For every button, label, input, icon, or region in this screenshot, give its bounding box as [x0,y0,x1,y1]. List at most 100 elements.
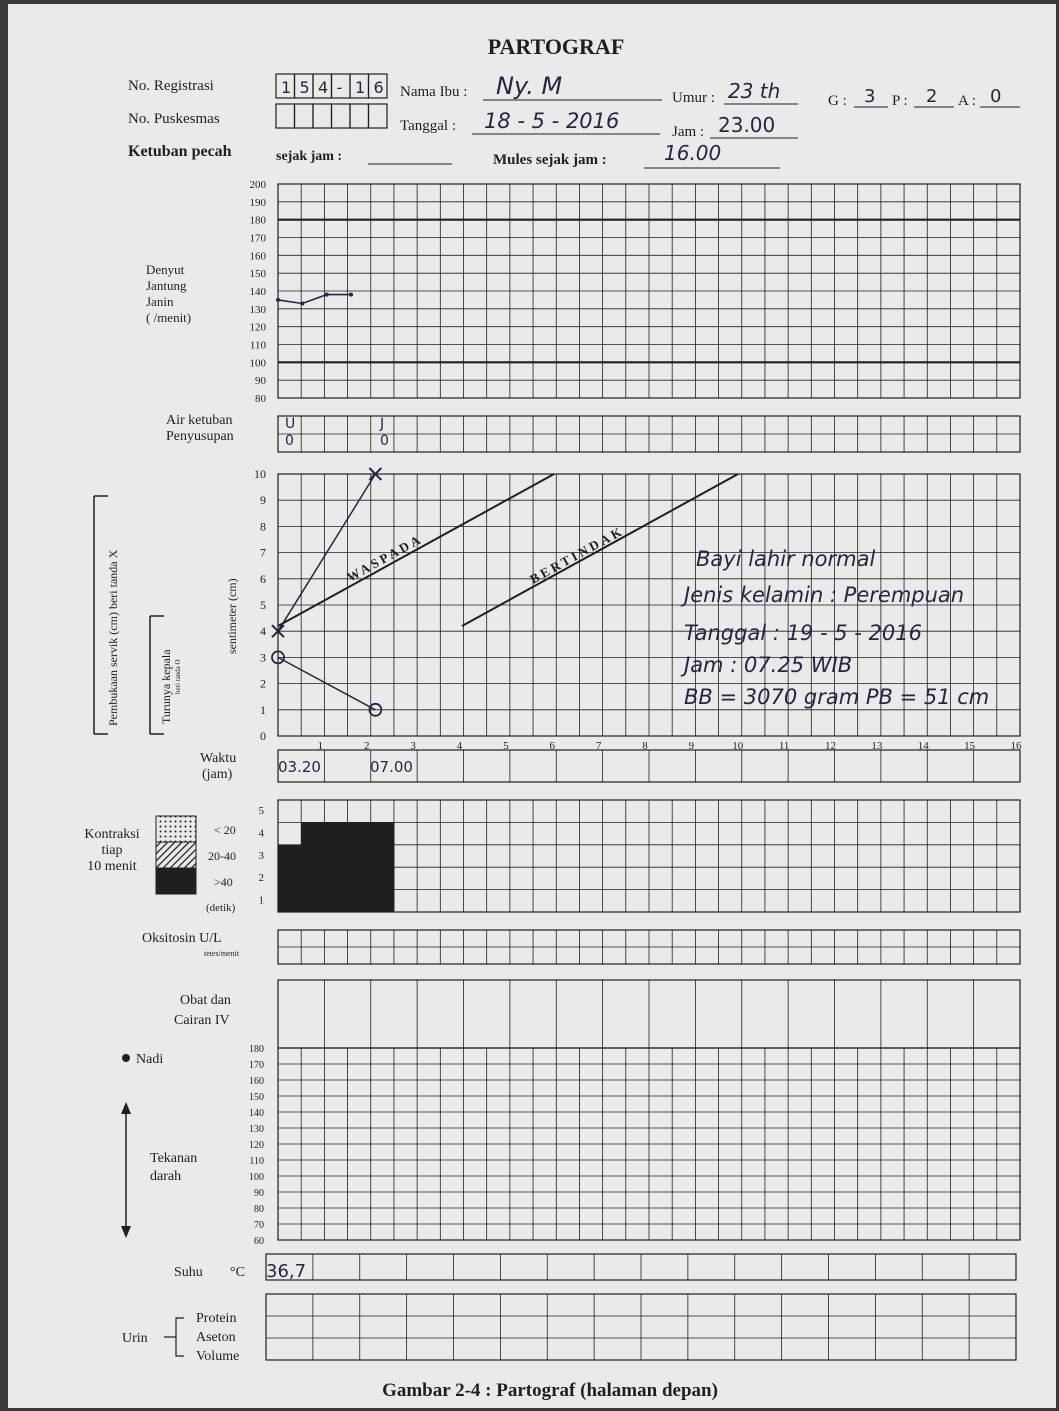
nadi-tick: 70 [254,1220,264,1231]
legend-lt20: < 20 [214,823,236,837]
kontraksi-bar [301,822,325,912]
svg-text:Bayi lahir normal: Bayi lahir normal [696,547,875,571]
svg-text:( /menit): ( /menit) [146,310,191,325]
nadi-tick: 80 [254,1204,264,1215]
nadi-tick: 160 [249,1076,264,1087]
urin-label: Urin [122,1331,148,1346]
page-title: PARTOGRAF [488,34,625,59]
legend-20-40: 20-40 [208,849,236,863]
cervix-tick: 10 [254,467,266,481]
svg-text:darah: darah [150,1169,181,1184]
hour-tick: 3 [410,740,416,752]
registrasi-char: 5 [300,78,310,97]
waktu-value-2: 07.00 [370,758,413,776]
p-value: 2 [926,86,937,107]
puskesmas-label: No. Puskesmas [128,111,220,127]
tekanan-label: Tekanan darah [150,1151,197,1184]
hour-tick: 8 [642,740,648,752]
oksitosin-label: Oksitosin U/L [142,931,222,946]
fhr-tick: 140 [250,286,267,298]
oksitosin-sub: tetes/menit [204,949,240,958]
legend-gt40: >40 [214,875,233,889]
nadi-tick: 120 [249,1140,264,1151]
kontraksi-bar [324,822,349,912]
svg-text:Penyusupan: Penyusupan [166,429,234,444]
urin-aseton: Aseton [196,1330,236,1345]
svg-text:Tanggal : 19 - 5 - 2016: Tanggal : 19 - 5 - 2016 [684,621,922,645]
fhr-grid [277,183,1021,399]
kontraksi-tick: 3 [259,850,265,862]
kontraksi-tick: 2 [259,872,265,884]
svg-text:(jam): (jam) [202,767,233,782]
obat-label: Obat dan Cairan IV [174,993,231,1028]
nadi-tick: 150 [249,1092,264,1103]
hour-tick: 7 [596,740,602,752]
cervix-tick: 3 [260,650,266,664]
fhr-tick: 80 [255,393,267,405]
cervix-tick: 7 [260,546,266,560]
nadi-tick: 180 [249,1044,264,1055]
svg-text:10 menit: 10 menit [87,859,136,874]
hour-tick: 1 [318,740,324,752]
svg-text:BB = 3070 gram PB = 51 cm: BB = 3070 gram PB = 51 cm [684,685,989,709]
pembukaan-label: Pembukaan servik (cm) beri tanda X [106,549,120,726]
svg-text:Jam : 07.25 WIB: Jam : 07.25 WIB [680,653,852,677]
waktu-value-1: 03.20 [278,758,321,776]
hour-tick: 9 [689,740,695,752]
cervix-tick: 1 [260,703,266,717]
kontraksi-fill [278,822,395,912]
hour-ticks: 1 2 3 4 5 6 7 8 9 10 11 12 13 14 15 16 [318,740,1022,752]
svg-text:Obat dan: Obat dan [180,993,231,1008]
svg-text:Janin: Janin [146,294,174,309]
bertindak-line [461,473,739,627]
hour-tick: 10 [732,740,744,752]
registrasi-char: 6 [374,78,384,97]
hour-tick: 15 [964,740,976,752]
fhr-point [300,301,305,306]
registrasi-char: 4 [318,78,328,97]
fhr-point [276,297,280,302]
umur-value: 23 th [728,79,780,103]
fhr-tick: 180 [250,215,267,227]
cervix-tick: 9 [260,493,266,507]
fhr-point [324,292,329,297]
g-value: 3 [864,86,875,107]
nadi-tick: 60 [254,1236,264,1247]
legend-hatch [155,841,197,869]
dilatation-x-mark [271,624,285,638]
fhr-point [349,292,354,297]
nadi-tick: 140 [249,1108,264,1119]
descent-o-mark [368,702,383,717]
cervix-tick: 2 [260,677,266,691]
cervix-tick: 6 [260,572,266,586]
descent-o-mark [271,650,285,665]
air-ketuban-label: Air ketuban Penyusupan [166,413,234,444]
grid-lines [265,183,1021,1361]
legend-unit: (detik) [206,902,236,914]
fhr-label: Denyut Jantung Janin ( /menit) [146,262,191,325]
air-ketuban-r1-c2: J [379,416,384,432]
fhr-tick: 200 [250,179,267,191]
cervix-plot [271,467,383,717]
fhr-tick: 100 [250,357,267,369]
hour-tick: 14 [918,740,930,752]
nadi-tick: 90 [254,1188,264,1199]
registrasi-char: 1 [355,78,365,97]
tanggal-value: 18 - 5 - 2016 [484,109,619,133]
svg-text:Cairan IV: Cairan IV [174,1013,230,1028]
dilatation-line [277,473,377,632]
g-label: G : [828,93,847,109]
suhu-grid [265,1253,1017,1281]
suhu-label: Suhu [174,1265,203,1280]
a-value: 0 [990,86,1001,107]
hour-tick: 6 [550,740,556,752]
hour-tick: 5 [503,740,509,752]
cervix-tick: 0 [260,729,266,743]
waspada-line [277,473,555,627]
hour-tick: 11 [779,740,790,752]
hour-tick: 4 [457,740,463,752]
cervix-tick: 4 [260,624,266,638]
